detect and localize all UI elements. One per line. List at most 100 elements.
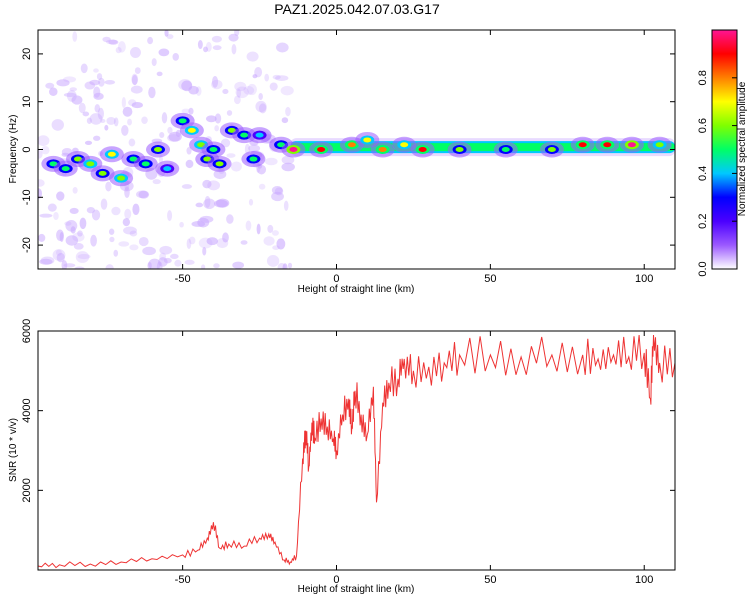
spectrogram-noise-cell: [52, 249, 66, 261]
spectrogram-x-tick-label: 50: [484, 273, 496, 285]
spectrogram-noise-cell: [84, 140, 93, 145]
spectrogram-noise-cell: [281, 155, 295, 165]
spectrogram-noise-cell: [94, 104, 101, 113]
snr-x-tick-label: 50: [484, 574, 496, 586]
snr-x-axis-label: Height of straight line (km): [298, 584, 415, 595]
spectrogram-noise-cell: [104, 79, 116, 85]
colorbar-tick-label: 0.6: [697, 118, 709, 133]
spectrogram-x-tick-label: 100: [635, 273, 653, 285]
spectrogram-noise-cell: [272, 74, 281, 80]
spectrogram-noise-cell: [39, 213, 53, 218]
spectrogram-noise-cell: [38, 233, 46, 242]
spectrogram-noise-cell: [276, 42, 289, 53]
spectrogram-y-tick-label: -10: [21, 189, 33, 205]
spectrogram-x-axis-label: Height of straight line (km): [298, 284, 415, 295]
spectrogram-noise-cell: [168, 131, 182, 142]
spectrogram-noise-cell: [264, 73, 270, 82]
spectrogram-noise-cell: [195, 202, 204, 208]
spectrogram-noise-cell: [186, 238, 192, 250]
spectrogram-noise-cell: [246, 51, 259, 62]
spectrogram-noise-cell: [124, 208, 132, 220]
spectrogram-blob-core: [363, 137, 372, 143]
snr-x-tick-label: 100: [635, 574, 653, 586]
spectrogram-noise-cell: [199, 215, 214, 223]
spectrogram-y-tick-label: 0: [21, 146, 33, 152]
snr-x-tick-label: 0: [333, 574, 339, 586]
spectrogram-noise-cell: [158, 48, 170, 57]
spectrogram-blob-core: [107, 151, 116, 157]
spectrogram-noise-cell: [222, 88, 229, 95]
snr-panel: -50 0 50 100 2000 4000 6000 Height of straight…: [8, 319, 676, 595]
spectrogram-panel: -50 0 50 100 -20 -10 0 10 20 Height of straight …: [8, 29, 676, 295]
spectrogram-noise-cell: [172, 53, 179, 61]
spectrogram-noise-cell: [128, 138, 136, 147]
spectrogram-blob-core: [240, 132, 249, 138]
spectrogram-noise-cell: [104, 124, 109, 131]
spectrogram-noise-cell: [271, 186, 283, 195]
spectrogram-noise-cell: [93, 92, 104, 100]
spectrogram-noise-cell: [156, 71, 163, 77]
spectrogram-noise-cell: [201, 264, 206, 269]
spectrogram-noise-cell: [206, 237, 218, 246]
spectrogram-noise-cell: [226, 214, 234, 224]
spectrogram-y-tick-label: 20: [21, 48, 33, 60]
spectrogram-noise-cell: [142, 246, 156, 256]
spectrogram-noise-cell: [276, 238, 286, 250]
spectrogram-noise-cell: [159, 131, 165, 138]
spectrogram-noise-cell: [148, 86, 156, 99]
spectrogram-blob-core: [86, 161, 95, 167]
spectrogram-noise-cell: [106, 117, 116, 125]
spectrogram-noise-cell: [74, 266, 85, 269]
spectrogram-noise-cell: [161, 112, 168, 124]
spectrogram-noise-cell: [138, 190, 150, 199]
spectrogram-noise-cell: [287, 262, 293, 269]
snr-frame: [37, 330, 676, 571]
spectrogram-noise-cell: [124, 186, 130, 198]
spectrogram-noise-cell: [77, 230, 83, 237]
spectrogram-noise-cell: [122, 106, 133, 117]
spectrogram-noise-cell: [205, 115, 217, 123]
spectrogram-noise-cell: [204, 195, 211, 208]
spectrogram-noise-cell: [122, 218, 131, 227]
spectrogram-noise-cell: [188, 85, 199, 95]
spectrogram-noise-cell: [131, 74, 138, 86]
spectrogram-noise-cell: [213, 169, 227, 180]
spectrogram-noise-cell: [102, 36, 111, 43]
spectrogram-blob-core: [178, 118, 187, 124]
spectrogram-noise-cell: [258, 93, 263, 100]
spectrogram-noise-cell: [129, 230, 138, 237]
spectrogram-noise-cell: [214, 125, 220, 132]
spectrogram-blob-core: [98, 170, 107, 176]
spectrogram-noise-cell: [205, 41, 212, 52]
spectrogram-noise-cell: [38, 150, 43, 159]
spectrogram-noise-cell: [185, 159, 194, 169]
spectrogram-noise-cell: [234, 95, 241, 105]
spectrogram-noise-cell: [108, 39, 119, 45]
spectrogram-noise-cell: [230, 161, 242, 172]
spectrogram-blob-core: [255, 132, 264, 138]
spectrogram-noise-cell: [130, 47, 141, 58]
spectrogram-x-tick-label: 0: [333, 273, 339, 285]
spectrogram-noise-cell: [61, 260, 68, 269]
spectrogram-noise-cell: [69, 207, 79, 214]
spectrogram-blob-core: [400, 142, 409, 148]
spectrogram-y-axis-label: Frequency (Hz): [8, 115, 19, 184]
colorbar-label: Normalized spectral amplitude: [737, 81, 748, 216]
spectrogram-noise-cell: [105, 181, 112, 192]
spectrogram-noise-cell: [231, 44, 237, 55]
spectrogram-noise-cell: [232, 261, 245, 269]
spectrogram-axes: -50 0 50 100 -20 -10 0 10 20: [21, 30, 675, 285]
spectrogram-noise-cell: [115, 47, 122, 54]
snr-y-tick-label: 6000: [21, 319, 33, 343]
spectrogram-noise-cell: [226, 110, 233, 116]
spectrogram-noise-cell: [66, 90, 77, 102]
spectrogram-blob-core: [289, 147, 298, 152]
spectrogram-x-tick-label: -50: [175, 273, 191, 285]
spectrogram-noise-cell: [141, 116, 148, 125]
spectrogram-noise-cell: [47, 203, 57, 212]
spectrogram-noise-cell: [86, 206, 95, 214]
spectrogram-noise-cell: [181, 184, 193, 189]
spectrogram-blob-core: [418, 147, 427, 152]
colorbar-tick-label: 0.8: [697, 70, 709, 85]
